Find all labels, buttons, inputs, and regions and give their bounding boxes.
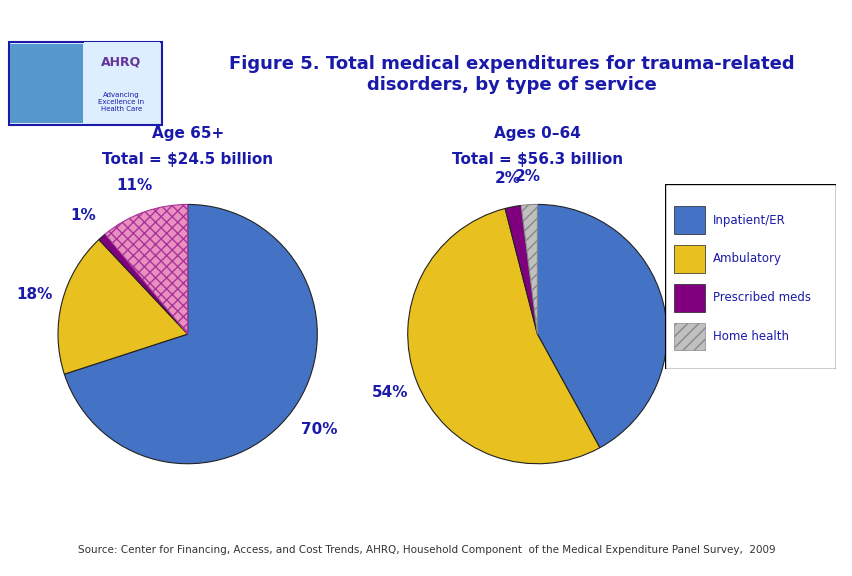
FancyBboxPatch shape xyxy=(9,42,162,125)
Text: Inpatient/ER: Inpatient/ER xyxy=(712,214,785,227)
Text: 54%: 54% xyxy=(371,385,408,400)
Wedge shape xyxy=(99,234,187,334)
Text: Source: Center for Financing, Access, and Cost Trends, AHRQ, Household Component: Source: Center for Financing, Access, an… xyxy=(78,545,774,555)
Text: 18%: 18% xyxy=(16,287,53,302)
Text: Home health: Home health xyxy=(712,330,788,343)
Text: 11%: 11% xyxy=(116,178,152,193)
Wedge shape xyxy=(407,209,599,464)
Wedge shape xyxy=(64,204,317,464)
Wedge shape xyxy=(58,240,187,374)
Wedge shape xyxy=(537,204,666,448)
Text: Advancing
Excellence in
Health Care: Advancing Excellence in Health Care xyxy=(98,92,144,112)
Text: Figure 5. Total medical expenditures for trauma-related
disorders, by type of se: Figure 5. Total medical expenditures for… xyxy=(228,55,794,94)
FancyBboxPatch shape xyxy=(83,42,160,93)
Text: Ambulatory: Ambulatory xyxy=(712,252,781,266)
Text: Total = $56.3 billion: Total = $56.3 billion xyxy=(452,151,622,166)
FancyBboxPatch shape xyxy=(10,44,83,123)
Bar xyxy=(673,323,704,350)
Text: 70%: 70% xyxy=(300,422,337,437)
Text: 2%: 2% xyxy=(494,171,520,186)
Text: 42%: 42% xyxy=(671,287,708,302)
Bar xyxy=(673,206,704,234)
Text: Ages 0–64: Ages 0–64 xyxy=(493,126,580,141)
Text: Age 65+: Age 65+ xyxy=(152,126,223,141)
Text: AHRQ: AHRQ xyxy=(101,56,141,69)
FancyBboxPatch shape xyxy=(665,184,835,369)
Text: 2%: 2% xyxy=(514,169,540,184)
Bar xyxy=(673,245,704,273)
Wedge shape xyxy=(504,206,537,334)
Wedge shape xyxy=(105,204,187,334)
Wedge shape xyxy=(521,204,537,334)
Text: Total = $24.5 billion: Total = $24.5 billion xyxy=(102,151,273,166)
Text: Prescribed meds: Prescribed meds xyxy=(712,291,810,304)
Bar xyxy=(673,284,704,312)
Text: 1%: 1% xyxy=(70,208,95,223)
